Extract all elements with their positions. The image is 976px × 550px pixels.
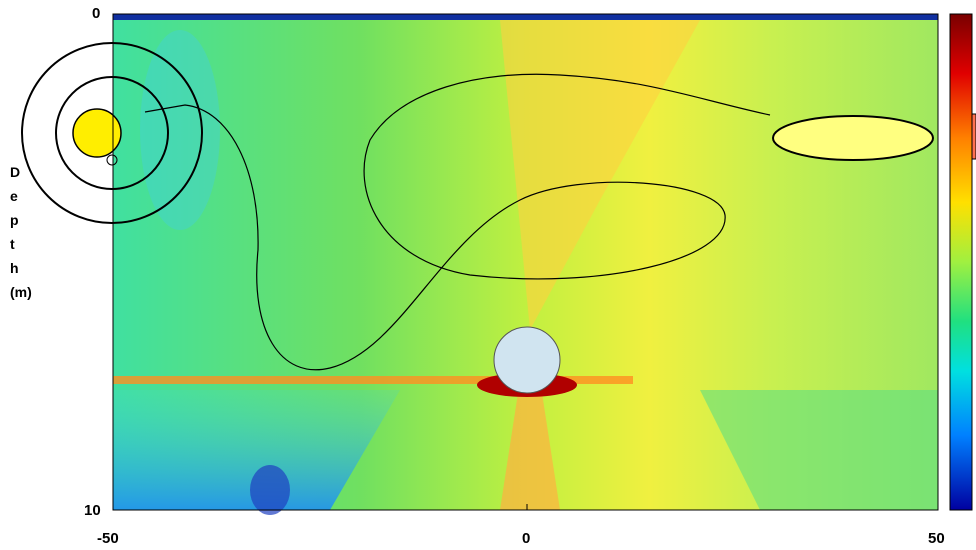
x-tick-label: -50 [97, 530, 119, 547]
y-tick-label: 10 [84, 502, 101, 519]
y-axis-label: Depth (m) [10, 160, 22, 304]
x-tick-label: 50 [928, 530, 945, 547]
plot-canvas [0, 0, 976, 550]
colorbar [950, 14, 972, 510]
x-tick-label: 0 [522, 530, 530, 547]
y-tick-label: 0 [92, 5, 100, 22]
highlight-ellipse [773, 116, 933, 160]
screen: Depth (m) 0 10 -50 0 50 [0, 0, 976, 550]
source-disc [494, 327, 560, 393]
heatmap [113, 14, 938, 515]
